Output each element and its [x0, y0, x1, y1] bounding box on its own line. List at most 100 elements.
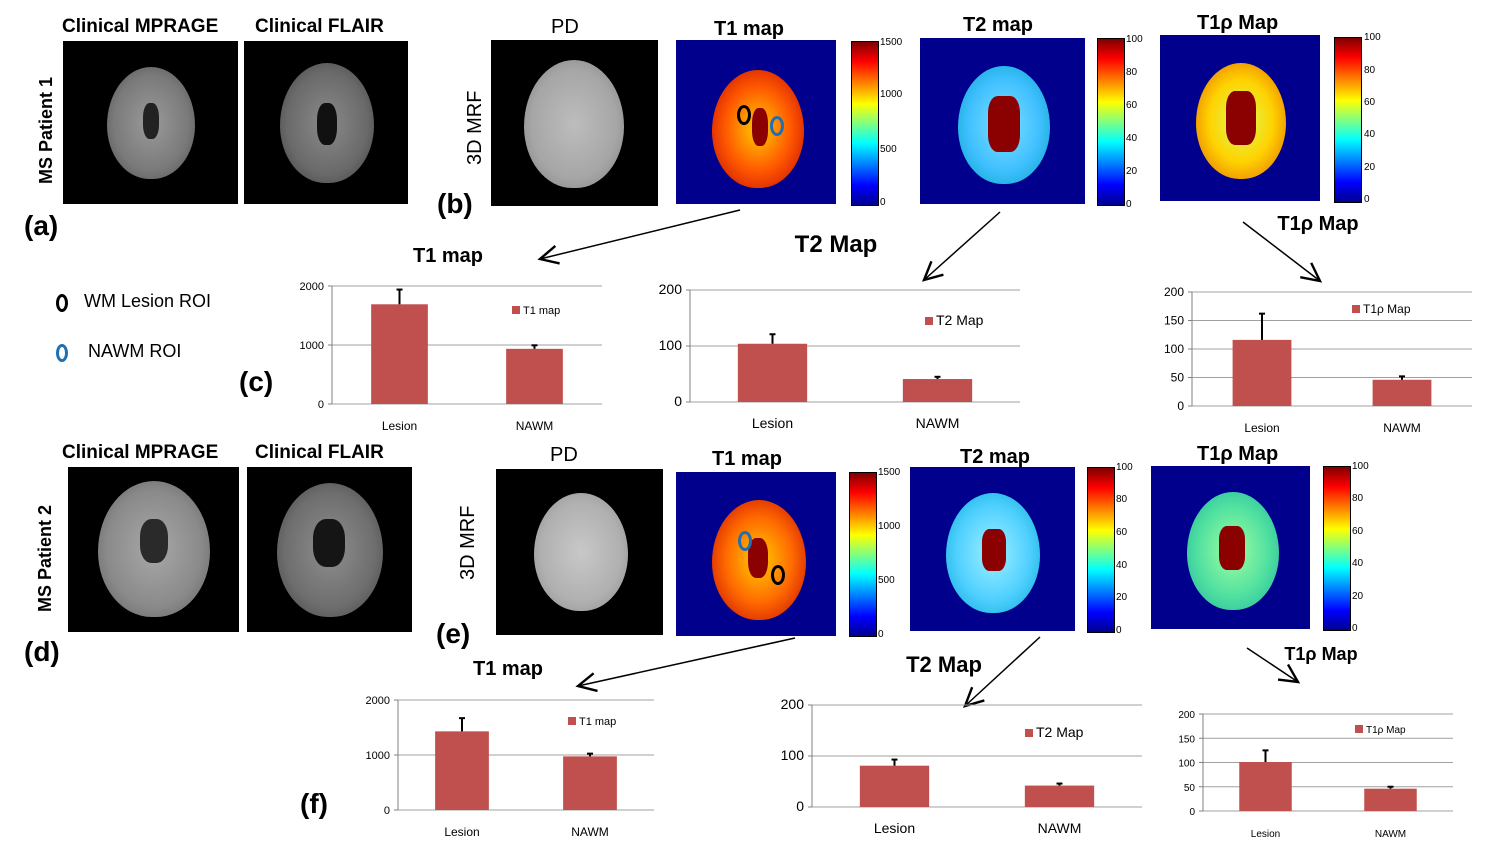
- chart-p1-t2: T2 Map 0 100 200 Lesion NAWM T2 Map: [659, 231, 1020, 431]
- arrow-p2-t1rho: [1246, 647, 1301, 684]
- p2-t1-colorbar: [849, 472, 877, 637]
- p2-t1-title: T1 map: [712, 448, 783, 470]
- cb-tick: 100: [1352, 461, 1369, 472]
- p1-t1rho-map-image: [1160, 35, 1320, 201]
- legend-label: T1ρ Map: [1366, 725, 1406, 736]
- cb-tick: 80: [1352, 493, 1364, 504]
- y-tick-label: 50: [1184, 783, 1196, 794]
- legend-label: T1 map: [579, 716, 616, 728]
- y-tick-label: 1000: [366, 750, 390, 762]
- bar: [435, 731, 489, 810]
- cb-tick: 20: [1364, 162, 1376, 173]
- category-label: Lesion: [874, 820, 915, 836]
- bar: [1024, 785, 1095, 807]
- p2-t1rho-colorbar: [1323, 466, 1351, 631]
- legend-nawm-label: NAWM ROI: [88, 341, 182, 361]
- cb-tick: 80: [1126, 67, 1138, 78]
- p1-flair-image: [244, 41, 408, 204]
- chart-title: T1ρ Map: [1277, 213, 1358, 235]
- cb-tick: 80: [1364, 65, 1376, 76]
- y-tick-label: 1000: [300, 340, 324, 352]
- p2-pd-title: PD: [550, 444, 578, 466]
- p1-flair-title: Clinical FLAIR: [255, 16, 384, 37]
- category-label: NAWM: [516, 419, 554, 433]
- p1-mprage-title: Clinical MPRAGE: [62, 16, 219, 37]
- cb-tick: 500: [880, 144, 897, 155]
- bar: [563, 756, 617, 810]
- y-tick-label: 200: [1164, 285, 1184, 299]
- cb-tick: 1000: [880, 89, 903, 100]
- cb-tick: 60: [1126, 100, 1138, 111]
- arrow-p2-t2: [963, 636, 1041, 708]
- p1-lesion-roi: [737, 105, 751, 125]
- p1-pd-image: [491, 40, 658, 206]
- cb-tick: 20: [1352, 591, 1364, 602]
- bar: [1232, 339, 1292, 406]
- arrow-p2-t1: [575, 637, 796, 693]
- y-tick-label: 2000: [300, 281, 324, 293]
- p1-pd-title: PD: [551, 16, 579, 38]
- p2-lesion-roi: [771, 565, 785, 585]
- chart-title: T1ρ Map: [1284, 644, 1357, 664]
- category-label: NAWM: [1038, 820, 1082, 836]
- bar: [737, 343, 808, 402]
- y-tick-label: 0: [1189, 807, 1195, 818]
- legend-swatch: [925, 317, 933, 325]
- p2-t1rho-title: T1ρ Map: [1197, 443, 1279, 465]
- y-tick-label: 200: [1178, 710, 1195, 721]
- cb-tick: 100: [1116, 462, 1133, 473]
- cb-tick: 0: [880, 197, 886, 208]
- category-label: NAWM: [1375, 829, 1406, 838]
- p1-t2-map-image: [920, 38, 1085, 204]
- category-label: Lesion: [382, 419, 417, 433]
- chart-title: T2 Map: [795, 231, 878, 258]
- legend-label: T1 map: [523, 305, 560, 317]
- cb-tick: 20: [1116, 592, 1128, 603]
- legend-swatch: [1352, 305, 1360, 313]
- cb-tick: 1500: [880, 37, 903, 48]
- y-tick-label: 100: [1164, 342, 1184, 356]
- arrow-p1-t1: [537, 209, 741, 265]
- cb-tick: 0: [1352, 623, 1358, 634]
- panel-b-label: (b): [437, 188, 473, 219]
- p1-t1-title: T1 map: [714, 18, 785, 40]
- p2-nawm-roi: [738, 531, 752, 551]
- y-tick-label: 100: [781, 747, 805, 763]
- panel-f-label: (f): [300, 788, 328, 819]
- y-tick-label: 0: [674, 393, 682, 409]
- y-tick-label: 0: [318, 399, 324, 411]
- p2-flair-image: [247, 467, 412, 632]
- bar: [1239, 762, 1292, 811]
- panel-c-label: (c): [239, 366, 274, 397]
- category-label: Lesion: [444, 825, 479, 839]
- p1-t1rho-colorbar: [1334, 37, 1362, 203]
- category-label: Lesion: [1251, 829, 1280, 838]
- category-label: NAWM: [1383, 421, 1421, 435]
- p2-t2-map-image: [910, 467, 1075, 631]
- bar: [1372, 379, 1432, 406]
- bar: [506, 348, 563, 404]
- arrow-p1-t1rho: [1242, 221, 1323, 283]
- chart-title: T2 Map: [906, 652, 982, 677]
- y-tick-label: 200: [659, 281, 683, 297]
- chart-p2-t1rho: T1ρ Map 0 50 100 150 200 Lesion NAWM T1ρ Map: [1178, 644, 1453, 838]
- y-tick-label: 100: [659, 337, 683, 353]
- p1-t1rho-title: T1ρ Map: [1197, 12, 1279, 34]
- bar: [1364, 788, 1417, 811]
- cb-tick: 40: [1116, 560, 1128, 571]
- cb-tick: 0: [1364, 194, 1370, 205]
- y-tick-label: 100: [1178, 759, 1195, 770]
- category-label: Lesion: [752, 415, 793, 431]
- y-tick-label: 150: [1164, 314, 1184, 328]
- cb-tick: 60: [1116, 527, 1128, 538]
- bar: [859, 765, 930, 807]
- cb-tick: 500: [878, 575, 895, 586]
- y-tick-label: 0: [1177, 399, 1184, 413]
- chart-p1-t1rho: T1ρ Map 0 50 100 150 200 Lesion NAWM T1ρ Map: [1164, 213, 1472, 435]
- legend-lesion-label: WM Lesion ROI: [84, 291, 212, 311]
- p1-mprage-image: [63, 41, 238, 204]
- legend-swatch: [568, 717, 576, 725]
- p2-mprage-image: [68, 467, 239, 632]
- category-label: NAWM: [916, 415, 960, 431]
